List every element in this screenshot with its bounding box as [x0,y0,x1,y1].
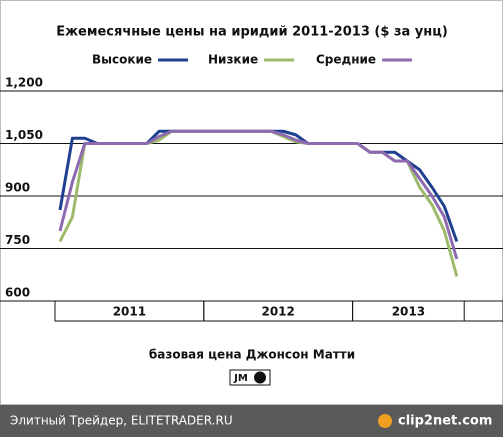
footer-left: Элитный Трейдер, ELITETRADER.RU [10,414,233,428]
chart-frame [0,0,503,405]
x-group-label: 2013 [392,305,425,319]
logo: JM [233,373,248,384]
y-tick-label: 750 [5,233,30,247]
y-tick-label: 1,050 [5,128,43,142]
legend-label: Низкие [208,53,258,67]
footer-bar [0,405,503,437]
y-tick-label: 1,200 [5,76,43,90]
y-tick-label: 900 [5,181,30,195]
legend-label: Высокие [92,53,152,67]
footer-right: clip2net.com [398,414,492,429]
y-tick-label: 600 [5,286,30,300]
x-group-label: 2011 [113,305,146,319]
source-note: базовая цена Джонсон Матти [149,348,355,362]
line-series [58,129,459,260]
x-group-label: 2012 [261,305,294,319]
footer-icon [378,414,392,428]
chart-title: Ежемесячные цены на иридий 2011-2013 ($ … [56,25,448,40]
legend-label: Средние [316,53,376,67]
logo-icon [254,371,266,384]
